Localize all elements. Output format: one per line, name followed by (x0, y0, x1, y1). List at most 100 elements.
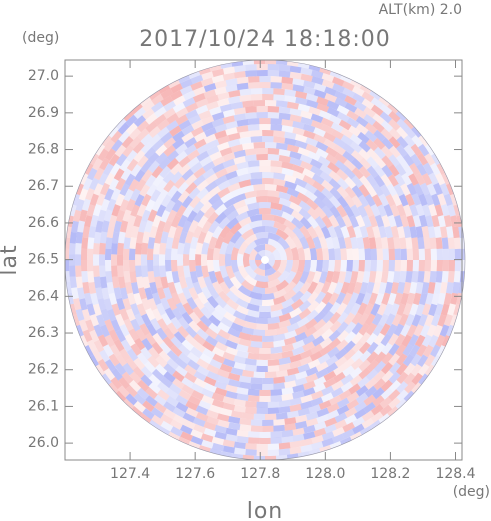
radar-cell (355, 392, 369, 404)
radar-cell (336, 204, 348, 218)
radar-cell (244, 265, 257, 280)
radar-cell (228, 378, 241, 388)
radar-cell (276, 184, 289, 194)
radar-cell (373, 378, 386, 391)
radar-cell (418, 193, 428, 207)
radar-cell (141, 193, 152, 207)
radar-cell (447, 271, 455, 283)
radar-cell (356, 236, 365, 250)
radar-cell (236, 125, 249, 133)
radar-cell (286, 322, 300, 333)
radar-cell (177, 214, 188, 228)
radar-cell (93, 254, 100, 266)
radar-cell (111, 231, 120, 244)
radar-cell (130, 343, 142, 356)
radar-cell (124, 281, 133, 294)
radar-cell (231, 410, 244, 419)
radar-cell (368, 292, 378, 306)
radar-cell (402, 353, 415, 367)
radar-cell (398, 313, 409, 327)
radar-cell (111, 265, 118, 277)
radar-cell (165, 248, 172, 260)
radar-cell (406, 260, 414, 272)
radar-cell (127, 215, 136, 228)
radar-cell (149, 281, 158, 295)
radar-cell (302, 387, 316, 397)
radar-cell (403, 118, 415, 130)
radar-cell (237, 285, 252, 297)
radar-cell (186, 210, 198, 223)
radar-cell (185, 182, 198, 195)
radar-cell (299, 225, 311, 239)
radar-cell (396, 371, 409, 384)
radar-cell (101, 287, 110, 300)
radar-cell (163, 363, 176, 376)
radar-cell (381, 155, 394, 168)
radar-cell (336, 302, 348, 316)
radar-cell (101, 373, 112, 385)
radar-cell (169, 125, 182, 137)
radar-cell (406, 215, 416, 228)
radar-cell (351, 332, 364, 345)
radar-cell (220, 192, 234, 204)
radar-cell (196, 179, 209, 192)
radar-cell (226, 290, 239, 303)
radar-cell (409, 204, 419, 217)
x-tick-label: 127.4 (110, 466, 150, 482)
radar-cell (195, 254, 202, 266)
radar-cell (350, 79, 362, 89)
radar-cell (319, 344, 333, 356)
radar-cell (99, 157, 110, 171)
radar-cell (217, 419, 230, 428)
radar-cell (318, 400, 332, 410)
radar-cell (278, 363, 291, 372)
radar-cell (246, 303, 260, 312)
radar-cell (405, 313, 415, 327)
radar-cell (284, 89, 297, 97)
radar-cell (300, 160, 313, 171)
radar-cell (378, 193, 389, 207)
radar-cell (403, 303, 413, 316)
radar-cell (325, 355, 339, 367)
radar-cell (417, 354, 429, 367)
radar-cell (140, 374, 153, 387)
radar-cell (324, 93, 338, 103)
radar-cell (384, 281, 393, 295)
radar-cell (129, 248, 136, 260)
radar-cell (208, 220, 220, 234)
radar-cell (259, 437, 271, 444)
radar-cell (270, 82, 283, 89)
radar-cell (225, 127, 238, 136)
radar-cell (147, 355, 160, 368)
radar-cell (123, 270, 131, 283)
radar-cell (289, 157, 303, 167)
radar-cell (150, 189, 161, 202)
radar-cell (178, 119, 192, 131)
radar-cell (273, 215, 287, 225)
radar-cell (82, 226, 90, 239)
radar-cell (267, 196, 281, 204)
radar-cell (399, 237, 407, 250)
radar-cell (206, 139, 220, 150)
radar-cell (349, 367, 363, 379)
radar-cell (247, 118, 260, 125)
radar-cell (355, 116, 369, 128)
radar-cell (247, 352, 260, 360)
radar-cell (104, 148, 117, 161)
radar-cell (334, 248, 342, 260)
radar-cell (424, 314, 434, 327)
radar-cell (156, 287, 166, 300)
radar-cell (188, 71, 201, 79)
radar-cell (331, 271, 341, 284)
radar-cell (178, 344, 191, 357)
radar-cell (390, 282, 399, 295)
radar-cell (172, 407, 186, 418)
radar-cell (388, 353, 400, 366)
radar-cell (321, 124, 334, 135)
radar-cell (174, 225, 184, 239)
radar-cell (443, 215, 452, 228)
radar-cell (373, 370, 386, 383)
radar-cell (352, 423, 365, 435)
radar-cell (389, 145, 401, 158)
radar-cell (163, 371, 176, 383)
